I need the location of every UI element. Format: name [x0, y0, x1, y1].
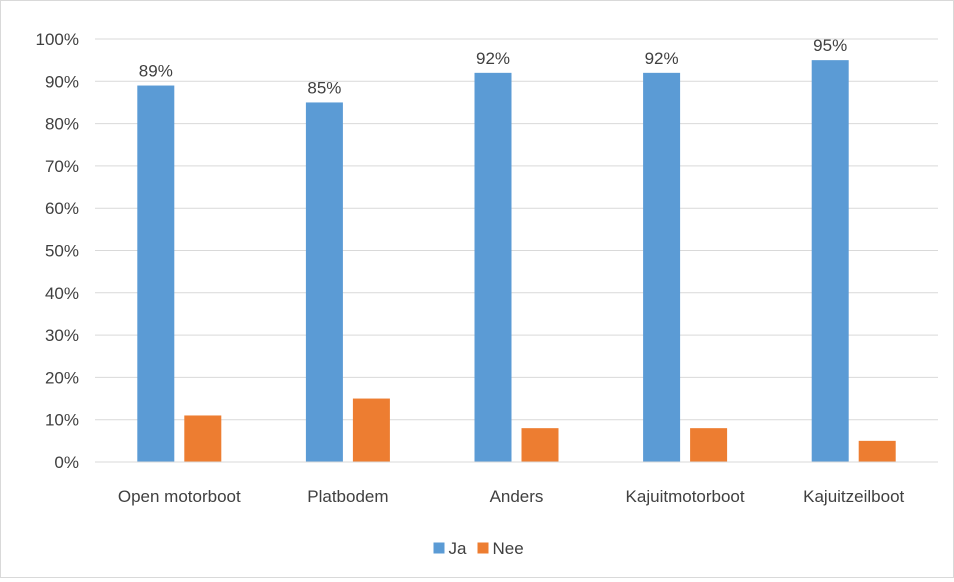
y-tick-label: 40%: [45, 284, 79, 303]
y-tick-label: 70%: [45, 157, 79, 176]
y-tick-label: 20%: [45, 368, 79, 387]
bar-nee: [184, 415, 222, 462]
x-tick-label: Kajuitmotorboot: [626, 487, 745, 506]
data-label: 85%: [307, 78, 341, 97]
y-tick-label: 30%: [45, 326, 79, 345]
bar-nee: [352, 398, 390, 462]
y-tick-label: 80%: [45, 115, 79, 134]
bar-nee: [690, 428, 728, 462]
bar-nee: [521, 428, 559, 462]
bar-nee: [858, 440, 896, 462]
y-axis-ticks: 0% 10% 20% 30% 40% 50% 60% 70% 80% 90% 100%: [36, 30, 79, 472]
data-label: 95%: [813, 36, 847, 55]
bars: [137, 60, 896, 463]
x-tick-label: Anders: [490, 487, 544, 506]
bar-ja: [811, 60, 849, 463]
data-label: 92%: [476, 49, 510, 68]
legend-label-nee: Nee: [493, 539, 524, 558]
x-tick-label: Open motorboot: [118, 487, 241, 506]
y-tick-label: 100%: [36, 30, 79, 49]
x-tick-label: Kajuitzeilboot: [803, 487, 904, 506]
x-tick-label: Platbodem: [307, 487, 388, 506]
y-tick-label: 50%: [45, 242, 79, 261]
data-label: 89%: [139, 62, 173, 81]
bar-ja: [474, 72, 512, 462]
legend-label-ja: Ja: [449, 539, 468, 558]
y-tick-label: 0%: [54, 453, 79, 472]
y-tick-label: 90%: [45, 72, 79, 91]
y-tick-label: 10%: [45, 411, 79, 430]
bar-ja: [305, 102, 343, 462]
gridlines: [95, 38, 938, 421]
data-labels: 89% 85% 92% 92% 95%: [139, 36, 847, 97]
legend-swatch-nee: [477, 542, 489, 554]
bar-ja: [643, 72, 681, 462]
y-tick-label: 60%: [45, 199, 79, 218]
legend-swatch-ja: [433, 542, 445, 554]
data-label: 92%: [645, 49, 679, 68]
bar-ja: [137, 85, 175, 462]
x-axis-ticks: Open motorboot Platbodem Anders Kajuitmotor…: [118, 487, 905, 506]
legend: Ja Nee: [433, 539, 524, 558]
